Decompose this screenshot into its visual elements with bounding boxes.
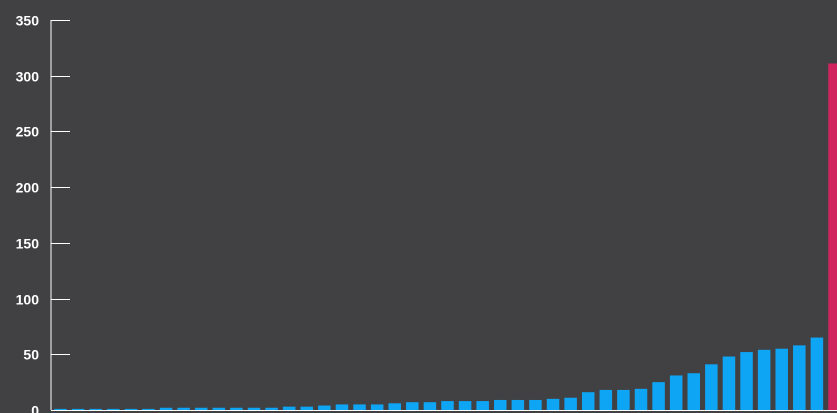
bar [194, 407, 208, 410]
bar [282, 406, 296, 410]
y-tick-label: 0 [31, 403, 39, 413]
bar [318, 405, 331, 410]
bar [669, 375, 683, 410]
bar [247, 407, 261, 410]
bar [89, 408, 102, 410]
y-tick-label: 150 [16, 236, 40, 252]
bar [107, 408, 120, 410]
bar [687, 373, 701, 410]
bar [476, 401, 489, 410]
bar [177, 407, 190, 410]
bar-series [54, 63, 837, 411]
bar [71, 408, 85, 410]
y-axis: 0 50 100 150 200 250 300 350 [16, 13, 70, 413]
bar [529, 399, 542, 410]
bar [54, 408, 67, 410]
bar [581, 392, 595, 410]
highlighted-bar [828, 63, 837, 411]
bar [300, 406, 314, 410]
y-tick-label: 300 [16, 69, 40, 85]
bar [705, 364, 718, 410]
bar [564, 397, 577, 410]
bar [265, 407, 278, 410]
bar [757, 349, 771, 410]
bar [511, 399, 525, 410]
bar [599, 389, 613, 410]
bar [810, 337, 824, 410]
bar [722, 356, 736, 410]
bar [124, 408, 138, 410]
bar [406, 402, 419, 410]
y-tick-label: 50 [23, 347, 39, 363]
bar [423, 402, 437, 410]
y-tick-label: 200 [16, 180, 40, 196]
bar [212, 407, 226, 410]
y-tick-label: 350 [16, 13, 40, 29]
bar [353, 404, 366, 410]
bar [740, 352, 753, 410]
bar [775, 348, 788, 410]
bar [494, 399, 507, 410]
bar [793, 345, 806, 410]
bar [388, 403, 401, 410]
bar [546, 398, 560, 410]
bar [142, 408, 155, 410]
bar [159, 407, 173, 410]
bar [370, 404, 384, 410]
bar [335, 404, 349, 410]
bar [441, 401, 454, 410]
bar [634, 388, 648, 410]
bar [458, 401, 472, 410]
y-tick-label: 250 [16, 124, 40, 140]
bar [230, 407, 243, 410]
y-tick-label: 100 [16, 292, 40, 308]
bar [652, 382, 665, 410]
bar [617, 389, 630, 410]
